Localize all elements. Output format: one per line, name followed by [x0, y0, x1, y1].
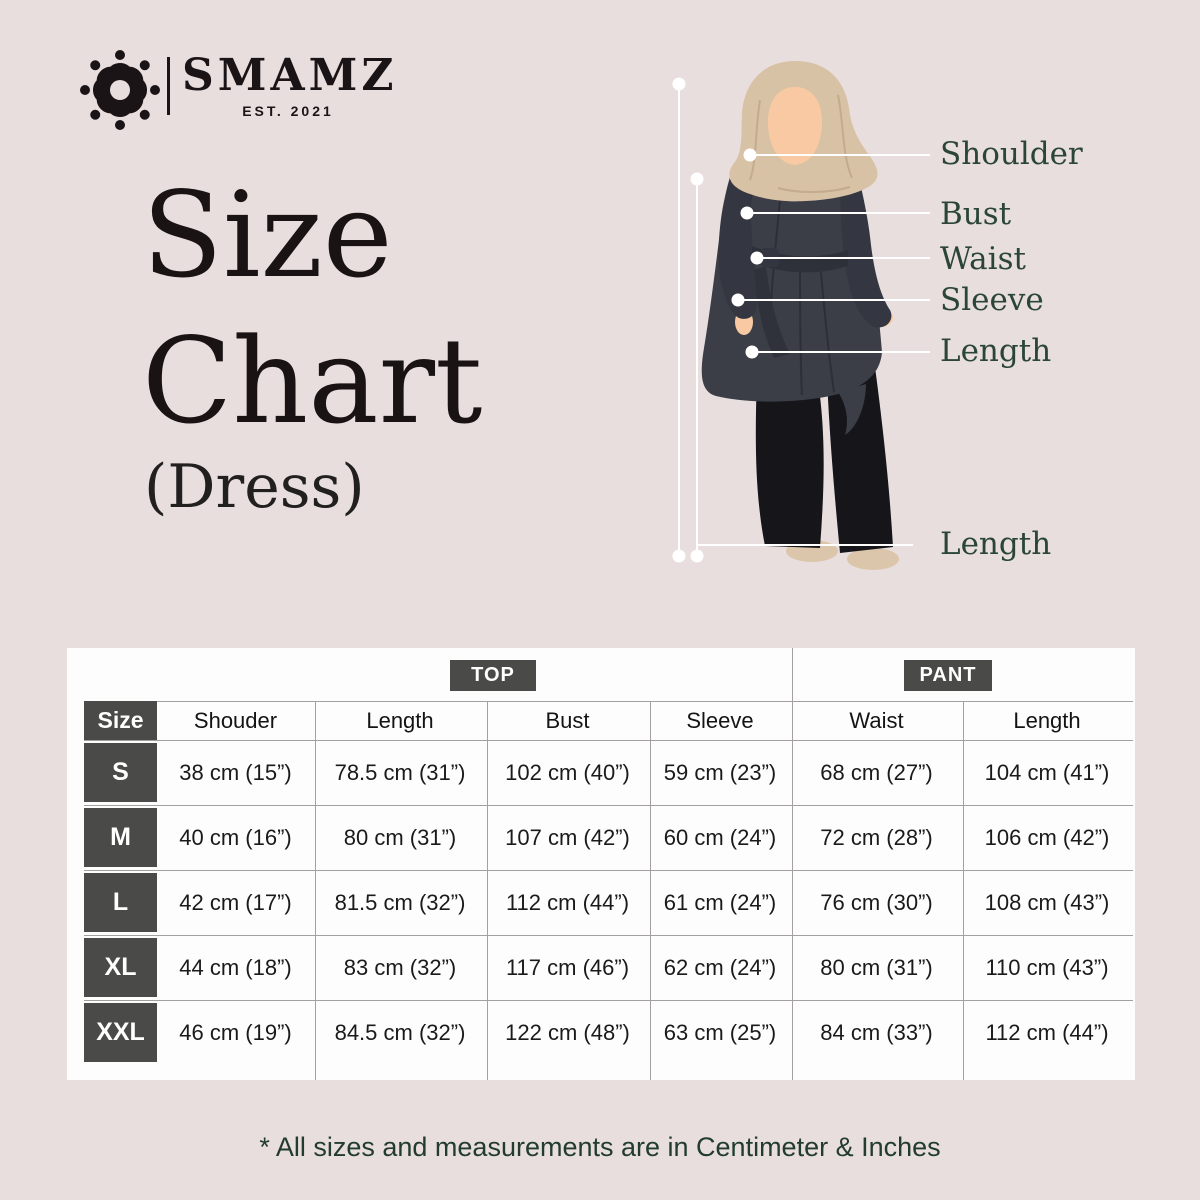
- table-row-size-badge: XXL: [84, 1000, 157, 1065]
- table-row-size-badge: L: [84, 870, 157, 935]
- brand-divider: [167, 57, 170, 115]
- table-row-size-badge: S: [84, 740, 157, 805]
- table-group-divider: [792, 648, 793, 1080]
- table-cell: 80 cm (31”): [820, 954, 933, 980]
- size-table-panel: TOP PANT Size Shouder Length Bust Sleeve…: [67, 648, 1135, 1080]
- page-title-line2: Chart: [142, 312, 483, 450]
- footnote: * All sizes and measurements are in Cent…: [259, 1132, 941, 1162]
- table-cell: 108 cm (43”): [984, 889, 1110, 915]
- table-cell: 40 cm (16”): [179, 824, 292, 850]
- table-cell: 104 cm (41”): [984, 759, 1110, 785]
- column-header-size: Size: [84, 701, 157, 740]
- table-cell: 68 cm (27”): [820, 759, 933, 785]
- figure-label-shoulder: Shoulder: [940, 136, 1083, 172]
- table-cell: 42 cm (17”): [179, 889, 292, 915]
- table-row-size-badge: XL: [84, 935, 157, 1000]
- column-header-pant-length: Length: [1013, 707, 1081, 733]
- table-grid-line: [84, 740, 1133, 741]
- column-header-top-length: Length: [366, 707, 434, 733]
- table-cell: 110 cm (43”): [985, 954, 1109, 980]
- group-header-pant: PANT: [904, 660, 992, 691]
- table-grid-line: [315, 701, 316, 1080]
- brand-emblem-icon: [80, 50, 160, 130]
- column-header-waist: Waist: [849, 707, 904, 733]
- table-cell: 62 cm (24”): [663, 954, 777, 980]
- table-cell: 102 cm (40”): [505, 759, 630, 785]
- figure-label-bust: Bust: [940, 196, 1012, 232]
- table-grid-line: [487, 701, 488, 1080]
- table-cell: 46 cm (19”): [179, 1019, 292, 1045]
- brand-established: EST. 2021: [242, 103, 334, 119]
- table-cell: 60 cm (24”): [663, 824, 777, 850]
- column-header-shoulder: Shouder: [193, 707, 278, 733]
- column-header-sleeve: Sleeve: [686, 707, 754, 733]
- table-grid-line: [84, 1000, 1133, 1001]
- table-row-size-badge: M: [84, 805, 157, 870]
- figure-label-length-top: Length: [940, 333, 1052, 369]
- table-cell: 106 cm (42”): [984, 824, 1110, 850]
- figure-label-waist: Waist: [940, 241, 1026, 277]
- table-cell: 38 cm (15”): [179, 759, 292, 785]
- figure-label-sleeve: Sleeve: [940, 282, 1044, 318]
- table-cell: 84 cm (33”): [820, 1019, 933, 1045]
- table-cell: 76 cm (30”): [820, 889, 933, 915]
- table-cell: 72 cm (28”): [820, 824, 933, 850]
- table-cell: 84.5 cm (32”): [334, 1019, 466, 1045]
- page-title-qualifier: (Dress): [144, 452, 365, 522]
- size-table: Size Shouder Length Bust Sleeve Waist Le…: [84, 701, 1132, 1065]
- table-cell: 117 cm (46”): [505, 954, 630, 980]
- table-cell: 112 cm (44”): [505, 889, 630, 915]
- table-grid-line: [84, 805, 1133, 806]
- group-header-top: TOP: [450, 660, 536, 691]
- table-cell: 59 cm (23”): [663, 759, 777, 785]
- table-cell: 122 cm (48”): [505, 1019, 630, 1045]
- brand-name: SMAMZ: [182, 50, 398, 101]
- page-title-line1: Size: [142, 166, 393, 304]
- figure-label-length-pant: Length: [940, 526, 1052, 562]
- table-grid-line: [84, 701, 1133, 702]
- table-cell: 63 cm (25”): [663, 1019, 777, 1045]
- table-cell: 81.5 cm (32”): [334, 889, 466, 915]
- column-header-bust: Bust: [545, 707, 590, 733]
- table-cell: 107 cm (42”): [505, 824, 630, 850]
- table-cell: 83 cm (32”): [343, 954, 457, 980]
- model-illustration: [672, 61, 930, 570]
- table-grid-line: [963, 701, 964, 1080]
- table-cell: 80 cm (31”): [343, 824, 457, 850]
- table-grid-line: [84, 870, 1133, 871]
- table-cell: 78.5 cm (31”): [334, 759, 466, 785]
- table-grid-line: [650, 701, 651, 1080]
- table-cell: 61 cm (24”): [663, 889, 777, 915]
- table-grid-line: [84, 935, 1133, 936]
- table-cell: 44 cm (18”): [179, 954, 292, 980]
- table-cell: 112 cm (44”): [985, 1019, 1109, 1045]
- page-title: Size Chart: [142, 162, 482, 454]
